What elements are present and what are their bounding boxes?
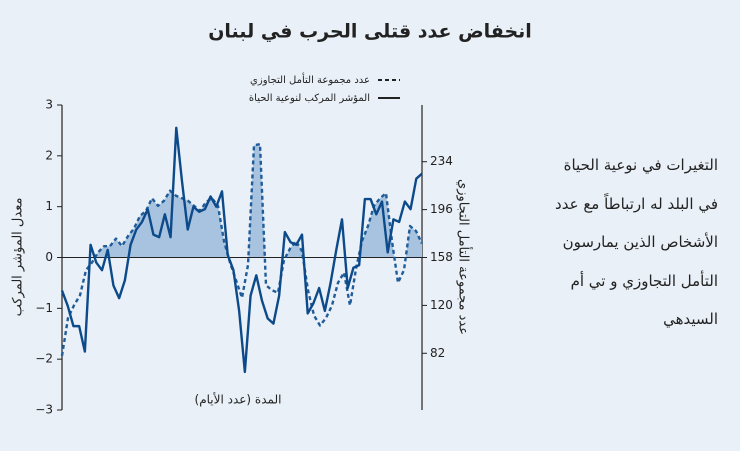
y-tick-label: −2 [35, 352, 53, 366]
y-tick-label: 1 [45, 199, 53, 213]
x-axis-label: المدة (عدد الأيام) [195, 392, 282, 407]
y-tick-label: 2 [45, 148, 53, 162]
y2-tick-label: 120 [430, 298, 453, 312]
legend-label: عدد مجموعة التأمل التجاوزي [250, 72, 370, 86]
y-tick-label: −3 [35, 403, 53, 417]
area [95, 144, 422, 257]
chart-title: انخفاض عدد قتلى الحرب في لبنان [208, 21, 532, 43]
side-text-line: الأشخاص الذين يمارسون [562, 233, 718, 251]
y-tick-label: −1 [35, 301, 53, 315]
y2-tick-label: 234 [430, 154, 453, 168]
side-text-line: في البلد له ارتباطاً مع عدد [555, 194, 718, 213]
side-text-line: التغيرات في نوعية الحياة [563, 156, 718, 174]
side-text-line: السيدهي [663, 310, 718, 328]
legend-label: المؤشر المركب لنوعية الحياة [249, 93, 370, 104]
y-axis-label: معدل المؤشر المركب [11, 198, 26, 317]
y2-tick-label: 82 [430, 346, 445, 360]
y2-tick-label: 158 [430, 250, 453, 264]
side-text-line: التأمل التجاوزي و تي أم [570, 271, 718, 290]
line [60, 126, 423, 374]
y-tick-label: 0 [45, 250, 53, 264]
y2-axis-label: عدد مجموعة التأمل التجاوزي [456, 179, 474, 335]
y-tick-label: 3 [45, 98, 53, 112]
y2-tick-label: 196 [430, 202, 453, 216]
side-text: التغيرات في نوعية الحياة في البلد له ارتب… [500, 146, 718, 339]
